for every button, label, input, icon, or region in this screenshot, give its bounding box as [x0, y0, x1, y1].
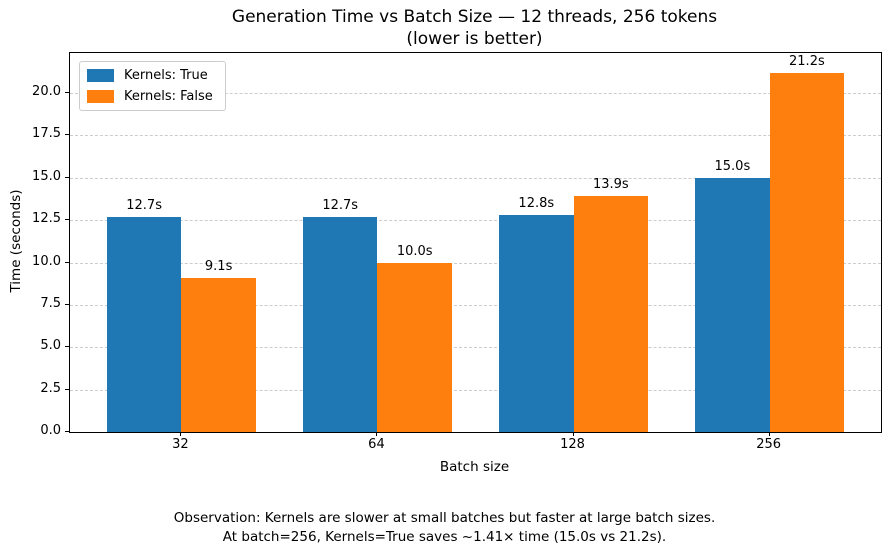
- bar-value-label: 10.0s: [396, 243, 433, 259]
- y-tick-label: 17.5: [32, 126, 61, 142]
- bar-kernels-true-128: [499, 215, 574, 432]
- bar-value-label: 9.1s: [204, 258, 233, 274]
- x-tick-mark: [768, 432, 770, 436]
- bar-kernels-false-128: [573, 196, 649, 432]
- y-tick-label: 15.0: [32, 168, 61, 184]
- observation-line-2: At batch=256, Kernels=True saves ~1.41× …: [222, 528, 667, 545]
- bar-value-label: 12.7s: [322, 197, 359, 213]
- chart-subtitle: (lower is better): [406, 29, 543, 49]
- chart-title: Generation Time vs Batch Size — 12 threa…: [231, 7, 718, 27]
- y-tick-mark: [65, 261, 69, 263]
- gridline: [70, 135, 881, 137]
- gridline: [70, 93, 881, 94]
- bar-value-label: 15.0s: [714, 158, 751, 174]
- bar-value-label: 21.2s: [789, 53, 825, 69]
- legend-swatch-kernels-false: [87, 90, 114, 103]
- y-tick-label: 7.5: [40, 295, 61, 311]
- gridline: [70, 389, 881, 391]
- gridline: [70, 304, 881, 306]
- observation-note: Observation: Kernels are slower at small…: [0, 509, 889, 546]
- x-tick-mark: [376, 432, 378, 436]
- gridline: [70, 220, 881, 222]
- bar-kernels-false-32: [181, 277, 256, 432]
- gridline: [70, 262, 881, 264]
- y-tick-label: 0.0: [40, 423, 61, 438]
- bar-value-label: 13.9s: [592, 177, 629, 193]
- x-tick-label: 128: [560, 437, 585, 452]
- y-tick-mark: [65, 176, 69, 178]
- legend: Kernels: True Kernels: False: [79, 61, 226, 111]
- bar-kernels-true-64: [302, 216, 378, 432]
- plot-area: 12.7s 12.7s 12.8s 15.0s 9.1s 10.0s 13.9s 21.2s …: [69, 52, 882, 433]
- bar-value-label: 12.7s: [126, 197, 162, 213]
- gridline: [70, 177, 881, 179]
- y-tick-mark: [65, 346, 69, 348]
- y-tick-mark: [65, 92, 69, 93]
- y-tick-label: 2.5: [40, 380, 61, 396]
- y-tick-mark: [65, 431, 69, 432]
- bar-value-label: 12.8s: [518, 196, 555, 212]
- y-tick-label: 20.0: [32, 84, 61, 99]
- legend-label-kernels-true: Kernels: True: [124, 68, 208, 83]
- y-tick-label: 12.5: [32, 211, 61, 227]
- observation-line-1: Observation: Kernels are slower at small…: [173, 510, 716, 526]
- x-tick-mark: [180, 432, 182, 436]
- y-tick-mark: [65, 219, 69, 221]
- y-tick-mark: [65, 303, 69, 305]
- y-axis-label: Time (seconds): [8, 189, 24, 293]
- bar-kernels-true-256: [695, 177, 770, 432]
- legend-item-kernels-true: Kernels: True: [87, 68, 213, 83]
- gridline: [70, 347, 881, 349]
- x-tick-label: 32: [172, 437, 189, 452]
- y-tick-mark: [65, 134, 69, 136]
- y-tick-label: 10.0: [32, 253, 61, 269]
- legend-item-kernels-false: Kernels: False: [87, 89, 213, 104]
- bar-kernels-false-256: [769, 72, 845, 432]
- x-tick-label: 256: [756, 437, 782, 452]
- legend-label-kernels-false: Kernels: False: [124, 89, 213, 104]
- x-axis-label: Batch size: [439, 459, 510, 475]
- x-tick-label: 64: [368, 437, 385, 452]
- legend-swatch-kernels-true: [87, 69, 114, 82]
- y-tick-label: 5.0: [40, 338, 61, 354]
- bar-kernels-true-32: [106, 216, 182, 432]
- bar-kernels-false-64: [377, 262, 452, 432]
- gridlines-layer: [70, 53, 881, 432]
- x-tick-mark: [572, 432, 574, 436]
- bars-layer: 12.7s 12.7s 12.8s 15.0s 9.1s 10.0s 13.9s 21.2s: [70, 53, 881, 432]
- y-tick-mark: [65, 388, 69, 390]
